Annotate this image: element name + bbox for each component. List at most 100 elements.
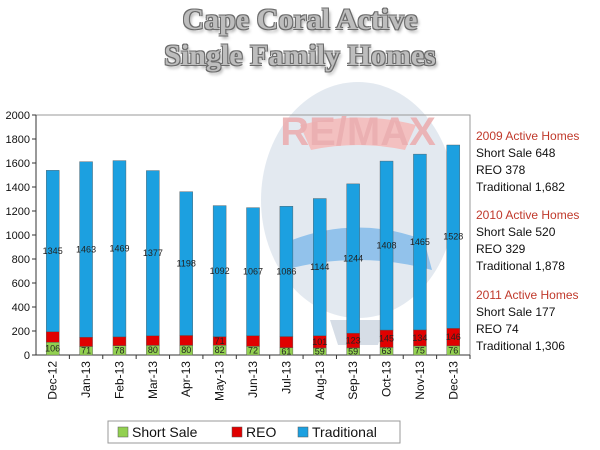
data-label: 106: [45, 344, 60, 354]
x-tick-label: Dec-12: [46, 361, 60, 400]
data-label: 63: [382, 346, 392, 356]
x-tick-label: Sep-13: [346, 361, 360, 400]
x-tick-label: Jun-13: [246, 361, 260, 398]
data-label: 71: [81, 346, 91, 356]
bar-traditional: [146, 170, 160, 337]
side-line: Traditional 1,878: [476, 259, 565, 273]
data-label: 1469: [109, 244, 129, 254]
x-tick-label: Oct-13: [380, 361, 394, 397]
data-label: 1465: [410, 237, 430, 247]
y-tick-label: 1000: [6, 230, 30, 242]
x-tick-label: Jul-13: [279, 361, 293, 394]
side-line: Short Sale 520: [476, 225, 556, 239]
x-tick-label: Dec-13: [446, 361, 460, 400]
side-panel-2011: 2011 Active Homes Short Sale 177 REO 74 …: [476, 287, 600, 355]
y-tick-label: 1400: [6, 182, 30, 194]
bar-reo: [79, 337, 93, 347]
bar-traditional: [379, 160, 394, 331]
data-label: 146: [446, 332, 461, 342]
side-heading: 2010 Active Homes: [476, 208, 580, 222]
x-tick-label: Aug-13: [313, 361, 327, 400]
data-label: 80: [148, 345, 158, 355]
bar-reo: [146, 335, 160, 346]
data-label: 1377: [143, 248, 163, 258]
bar-reo: [179, 335, 193, 346]
legend-label-traditional: Traditional: [312, 424, 377, 440]
data-label: 82: [215, 345, 225, 355]
bar-traditional: [446, 144, 461, 329]
side-line: REO 378: [476, 163, 526, 177]
y-tick-label: 0: [24, 350, 30, 362]
data-label: 71: [215, 336, 225, 346]
side-heading: 2009 Active Homes: [476, 129, 580, 143]
data-label: 1092: [210, 266, 230, 276]
bar-traditional: [79, 161, 93, 338]
bar-reo: [279, 336, 294, 348]
bar-traditional: [413, 153, 427, 331]
x-tick-label: Mar-13: [146, 361, 160, 399]
data-label: 78: [114, 345, 124, 355]
side-heading: 2011 Active Homes: [476, 288, 579, 302]
y-tick-label: 1200: [6, 206, 30, 218]
legend-box: [107, 420, 401, 444]
side-panel-2009: 2009 Active Homes Short Sale 648 REO 378…: [476, 128, 600, 196]
bar-traditional: [246, 207, 260, 336]
x-tick-label: Feb-13: [112, 361, 126, 399]
x-tick-label: Nov-13: [413, 361, 427, 400]
x-tick-label: Jan-13: [79, 361, 93, 398]
data-label: 1086: [276, 266, 296, 276]
side-line: REO 74: [476, 322, 519, 336]
data-label: 72: [248, 346, 258, 356]
data-label: 76: [448, 345, 458, 355]
y-tick-label: 600: [12, 278, 30, 290]
data-label: 1463: [76, 244, 96, 254]
data-label: 1408: [377, 241, 397, 251]
bar-traditional: [313, 198, 327, 337]
data-label: 134: [412, 333, 427, 343]
data-label: 1345: [43, 246, 63, 256]
side-line: REO 329: [476, 242, 526, 256]
x-tick-label: Apr-13: [179, 361, 193, 397]
y-tick-label: 800: [12, 254, 30, 266]
bar-traditional: [279, 205, 294, 337]
legend-label-reo: REO: [246, 424, 276, 440]
legend-label-short-sale: Short Sale: [132, 424, 198, 440]
side-line: Short Sale 177: [476, 305, 556, 319]
x-tick-label: May-13: [213, 361, 227, 401]
legend-swatch-traditional: [297, 426, 309, 438]
data-label: 1144: [310, 262, 329, 272]
y-tick-label: 2000: [6, 110, 30, 122]
data-label: 1528: [443, 232, 463, 242]
remax-logo-text: RE/MAX: [280, 110, 436, 154]
data-label: 1198: [177, 259, 196, 269]
chart-title-line1: Cape Coral Active: [182, 3, 418, 36]
data-label: 101: [312, 337, 327, 347]
y-tick-label: 200: [12, 326, 30, 338]
bar-reo: [45, 331, 60, 343]
data-label: 1067: [243, 267, 263, 277]
bar-traditional: [45, 170, 60, 332]
legend: Short Sale REO Traditional: [107, 420, 401, 444]
bar-traditional: [212, 205, 227, 337]
bar-reo: [246, 335, 260, 347]
side-panel-2010: 2010 Active Homes Short Sale 520 REO 329…: [476, 207, 600, 275]
legend-swatch-short-sale: [117, 426, 129, 438]
side-line: Short Sale 648: [476, 146, 556, 160]
bar-traditional: [112, 160, 127, 338]
bar-traditional: [179, 191, 193, 336]
balloon-stripe-red: [300, 117, 416, 150]
data-label: 80: [181, 345, 191, 355]
legend-swatch-reo: [231, 426, 243, 438]
data-label: 59: [315, 346, 325, 356]
y-tick-label: 400: [12, 302, 30, 314]
side-line: Traditional 1,682: [476, 180, 565, 194]
data-label: 1244: [343, 254, 363, 264]
chart-title-line2: Single Family Homes: [164, 39, 436, 72]
data-label: 59: [348, 346, 358, 356]
chart-title: Cape Coral Active Single Family Homes: [0, 2, 600, 74]
bar-traditional: [346, 183, 360, 334]
data-label: 123: [346, 336, 361, 346]
bar-reo: [112, 336, 127, 346]
y-tick-label: 1600: [6, 158, 30, 170]
